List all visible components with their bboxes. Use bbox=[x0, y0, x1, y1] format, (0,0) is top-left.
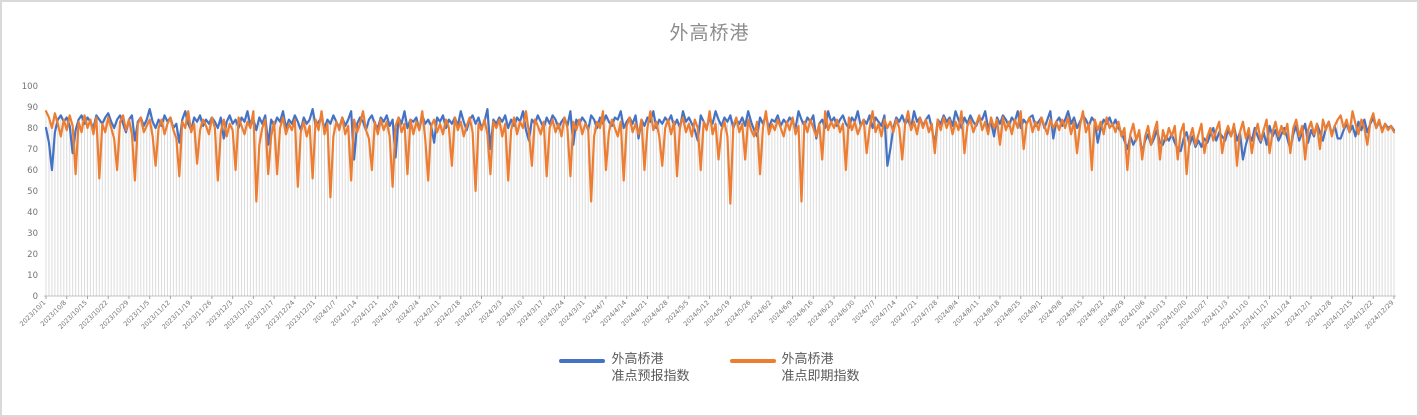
svg-text:70: 70 bbox=[27, 145, 38, 155]
chart-title[interactable]: 外高桥港 bbox=[669, 22, 750, 44]
legend-swatch-spot-icon bbox=[729, 359, 776, 363]
svg-text:60: 60 bbox=[27, 166, 38, 176]
svg-text:30: 30 bbox=[27, 229, 38, 239]
svg-text:40: 40 bbox=[27, 208, 38, 218]
series-line-spot[interactable] bbox=[44, 110, 1396, 205]
svg-text:0: 0 bbox=[33, 292, 38, 302]
svg-text:90: 90 bbox=[27, 103, 38, 113]
x-axis-labels: 2023/10/12023/10/82023/10/152023/10/2220… bbox=[18, 299, 1395, 331]
legend-label-forecast: 外高桥港 准点预报指数 bbox=[611, 352, 690, 384]
legend: 外高桥港 准点预报指数 外高桥港 准点即期指数 bbox=[2, 351, 1417, 385]
legend-swatch-forecast-icon bbox=[559, 359, 606, 363]
svg-text:100: 100 bbox=[22, 82, 38, 92]
svg-text:20: 20 bbox=[27, 250, 38, 260]
drop-lines bbox=[45, 109, 1395, 296]
legend-label-spot: 外高桥港 准点即期指数 bbox=[781, 352, 860, 384]
svg-text:80: 80 bbox=[27, 124, 38, 134]
legend-item-forecast[interactable]: 外高桥港 准点预报指数 bbox=[559, 351, 690, 385]
axis-tick-marks bbox=[45, 296, 1395, 299]
svg-text:50: 50 bbox=[27, 187, 38, 197]
legend-item-spot[interactable]: 外高桥港 准点即期指数 bbox=[729, 351, 860, 385]
series-line-forecast[interactable] bbox=[44, 107, 1396, 172]
svg-text:10: 10 bbox=[27, 271, 38, 281]
y-axis-labels: 0 10 20 30 40 50 60 70 80 90 100 bbox=[22, 82, 38, 302]
